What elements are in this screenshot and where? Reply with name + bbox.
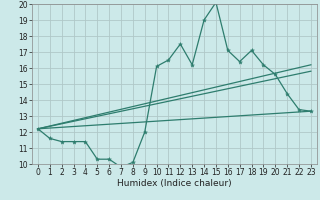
X-axis label: Humidex (Indice chaleur): Humidex (Indice chaleur) (117, 179, 232, 188)
